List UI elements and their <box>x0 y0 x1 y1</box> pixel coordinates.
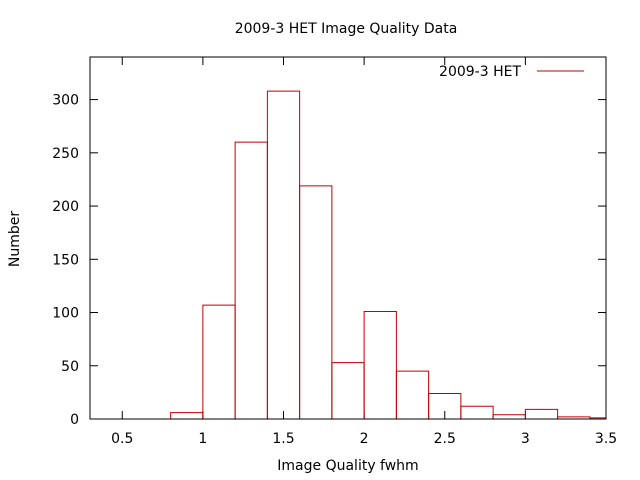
histogram-bar <box>460 405 494 419</box>
y-tick-label: 250 <box>52 146 79 162</box>
histogram-bar <box>202 304 236 419</box>
plot-frame <box>89 56 607 420</box>
histogram-bar <box>363 310 397 419</box>
x-tick-label: 2 <box>360 431 369 447</box>
histogram-bar <box>170 412 204 419</box>
x-tick-label: 0.5 <box>111 431 133 447</box>
y-tick-label: 0 <box>70 412 79 428</box>
y-tick-label: 50 <box>61 359 79 375</box>
legend-label: 2009-3 HET <box>439 64 521 80</box>
histogram-bar <box>331 362 365 419</box>
y-tick-label: 200 <box>52 199 79 215</box>
histogram-bar <box>299 185 333 419</box>
ticks-layer: 0.5 1 1.5 2 2.5 3 3.5 0 50 100 150 200 250 300 <box>52 57 617 447</box>
histogram-bar <box>266 90 301 419</box>
y-axis-label: Number <box>7 211 23 267</box>
x-tick-label: 3.5 <box>595 431 617 447</box>
x-tick-label: 2.5 <box>434 431 456 447</box>
x-tick-label: 1 <box>198 431 207 447</box>
histogram-bar <box>492 414 526 419</box>
legend: 2009-3 HET <box>439 64 584 80</box>
y-tick-label: 300 <box>52 93 79 109</box>
x-tick-label: 3 <box>521 431 530 447</box>
y-tick-label: 100 <box>52 306 79 322</box>
y-tick-label: 150 <box>52 252 79 268</box>
x-axis-label: Image Quality fwhm <box>277 458 418 474</box>
histogram-bars <box>170 90 607 419</box>
histogram-bar <box>395 370 430 419</box>
histogram-bar <box>524 408 559 419</box>
chart-title: 2009-3 HET Image Quality Data <box>235 21 458 37</box>
histogram-bar <box>234 141 268 419</box>
x-tick-label: 1.5 <box>272 431 294 447</box>
